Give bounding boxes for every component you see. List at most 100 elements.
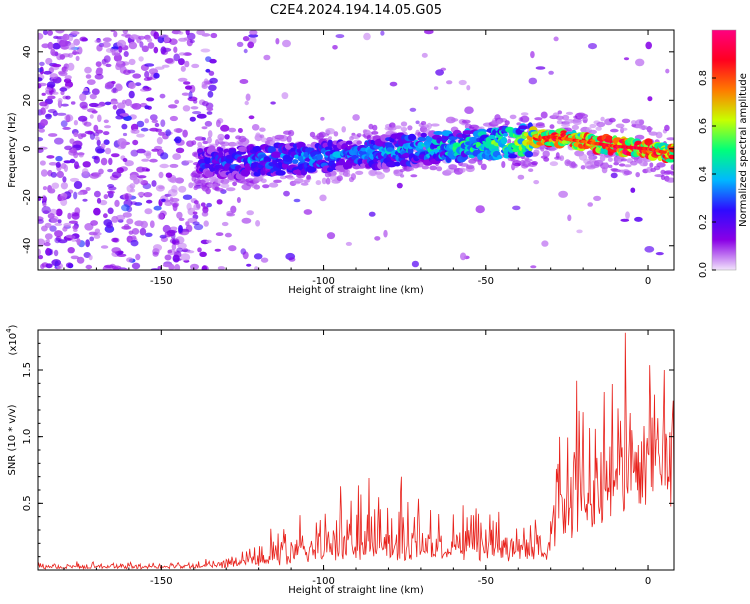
spectrogram-noise-blob (199, 251, 207, 257)
spectrogram-signal-blob (338, 158, 346, 166)
spectrogram-noise-blob (81, 168, 89, 175)
spectrogram-haze-blob (400, 127, 408, 132)
spectrogram-noise-blob (65, 95, 71, 100)
spectrogram-noise-blob (104, 101, 112, 106)
spectrogram-noise-blob (161, 198, 166, 202)
spectrogram-noise-blob (164, 58, 174, 64)
spectrogram-noise-blob (201, 126, 208, 130)
spectrogram-noise-blob (136, 166, 145, 173)
spectrogram-noise-blob (433, 86, 439, 90)
spectrogram-noise-blob (68, 220, 78, 224)
spectrogram-noise-blob (78, 152, 84, 158)
colorbar-tick-label: 0.6 (698, 118, 709, 134)
spectrogram-signal-blob (417, 136, 427, 142)
spectrogram-noise-blob (56, 170, 64, 179)
spectrogram-noise-blob (100, 245, 109, 249)
spectrogram-haze-blob (220, 141, 230, 147)
spectrogram-noise-blob (72, 225, 79, 230)
spectrogram-noise-blob (293, 198, 301, 203)
spectrogram-noise-blob (44, 233, 53, 240)
spectrogram-noise-blob (122, 132, 128, 137)
spectrogram-haze-blob (531, 161, 538, 166)
spectrogram-noise-blob (52, 110, 58, 117)
spectrogram-noise-blob (208, 84, 217, 92)
spectrogram-noise-blob (136, 148, 146, 154)
spectrogram-haze-blob (555, 115, 564, 121)
spectrogram-haze-blob (225, 187, 236, 192)
spectrogram-noise-blob (94, 156, 99, 160)
spectrogram-noise-blob (45, 57, 53, 65)
spectrogram-haze-blob (417, 132, 422, 139)
spectrogram-noise-blob (228, 245, 237, 252)
spectrogram-noise-blob (421, 52, 428, 58)
spectrogram-noise-blob (204, 120, 213, 127)
spectrogram-signal-blob (669, 146, 674, 153)
spectrogram-signal-blob (317, 153, 323, 161)
spectrogram-noise-blob (111, 247, 121, 254)
spectrogram-noise-blob (209, 58, 217, 64)
snr-line (38, 332, 674, 570)
spectrogram-noise-blob (460, 252, 467, 261)
spectrogram-noise-blob (345, 241, 352, 246)
spectrogram-noise-blob (139, 41, 144, 48)
spectrogram-haze-blob (540, 111, 548, 119)
spectrogram-haze-blob (524, 158, 533, 162)
spectrogram-noise-blob (97, 114, 102, 123)
spectrogram-haze-blob (399, 168, 405, 173)
spectrogram-noise-blob (242, 36, 250, 42)
spectrogram-haze-blob (238, 135, 247, 143)
spectrogram-noise-blob (206, 239, 212, 244)
spectrogram-noise-blob (101, 41, 111, 48)
spectrogram-noise-blob (201, 211, 209, 217)
spectrogram-noise-blob (620, 218, 630, 222)
spectrogram-haze-blob (195, 172, 204, 179)
spectrogram-haze-blob (255, 132, 261, 138)
spectrogram-noise-blob (172, 201, 180, 208)
spectrogram-haze-blob (287, 176, 296, 180)
spectrogram-noise-blob (136, 133, 145, 138)
spectrogram-noise-blob (161, 64, 170, 68)
spectrogram-noise-blob (216, 119, 221, 128)
spectrogram-signal-blob (426, 135, 433, 143)
spectrogram-haze-blob (569, 162, 578, 169)
spectrogram-haze-blob (286, 135, 292, 143)
spectrogram-noise-blob (178, 37, 188, 42)
spectrogram-noise-blob (38, 248, 41, 256)
svg-text:(x104): (x104) (5, 324, 19, 355)
spectrogram-noise-blob (185, 160, 194, 164)
colorbar: 0.0 0.2 0.4 0.6 0.8 Normalized spectral ampl… (698, 29, 749, 278)
spectrogram-noise-blob (363, 32, 371, 41)
spectrogram-noise-blob (50, 171, 57, 178)
spectrogram-noise-blob (108, 186, 117, 191)
spectrogram-noise-blob (43, 242, 51, 247)
spectrogram-noise-blob (42, 196, 48, 203)
spectrogram-noise-blob (253, 253, 263, 260)
spectrogram-noise-blob (141, 158, 150, 162)
spectrogram-noise-blob (62, 126, 71, 130)
spectrogram-noise-blob (91, 110, 98, 114)
spectrogram-noise-blob (466, 85, 471, 91)
spectrogram-noise-blob (92, 132, 100, 137)
spectrogram-haze-blob (194, 136, 205, 141)
spectrogram-haze-blob (646, 166, 653, 173)
spectrogram-noise-blob (63, 222, 72, 227)
spectrogram-noise-blob (177, 77, 188, 82)
spectrogram-noise-blob (129, 34, 139, 40)
spectrogram-noise-blob (104, 125, 111, 129)
spectrogram-axes: -150 -100 -50 0 -40 -20 0 20 40 (22, 30, 674, 287)
spectrogram-haze-blob (589, 123, 597, 129)
spectrogram-noise-blob (116, 167, 124, 174)
spectrogram-noise-blob (185, 224, 193, 233)
spectrogram-haze-blob (333, 131, 339, 137)
spectrogram-haze-blob (610, 128, 619, 133)
spectrogram-haze-blob (660, 174, 666, 180)
colorbar-tick-label-group: 0.2 (698, 214, 709, 230)
spectrogram-noise-blob (104, 82, 114, 89)
spectrogram-noise-blob (188, 91, 193, 99)
spectrogram-noise-blob (182, 194, 193, 200)
spectrogram-noise-blob (175, 177, 184, 184)
spectrogram-noise-blob (167, 189, 178, 197)
spectrogram-noise-blob (89, 114, 94, 119)
spectrogram-noise-blob (93, 234, 101, 239)
spectrogram-noise-blob (167, 249, 173, 254)
